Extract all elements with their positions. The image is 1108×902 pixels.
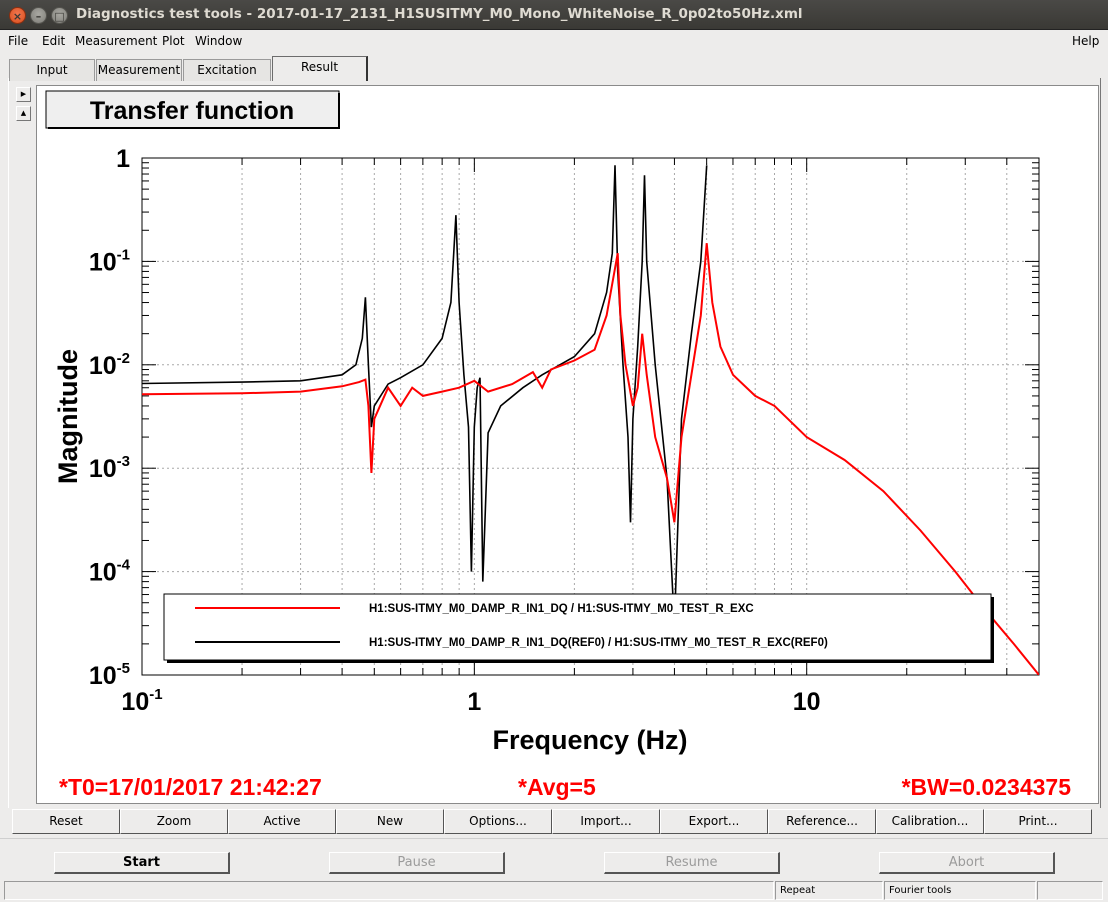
series-line-measurement [142,243,1039,675]
y-tick-label: 10-4 [89,557,131,587]
x-tick-label: 10 [793,688,821,716]
tab-result[interactable]: Result [272,56,368,81]
x-axis-label: Frequency (Hz) [492,725,687,755]
action-bar: Start Pause Resume Abort [0,838,1108,878]
zoom-button[interactable]: Zoom [120,809,228,834]
tab-excitation[interactable]: Excitation [183,59,271,81]
export-button[interactable]: Export... [660,809,768,834]
reference-button[interactable]: Reference... [768,809,876,834]
print-button[interactable]: Print... [984,809,1092,834]
x-tick-label: 1 [467,688,481,716]
window-title: Diagnostics test tools - 2017-01-17_2131… [76,6,803,22]
scroll-right-icon[interactable]: ▶ [16,87,31,102]
calibration-button[interactable]: Calibration... [876,809,984,834]
result-panel [8,78,1101,808]
status-repeat: Repeat [775,881,883,900]
abort-button[interactable]: Abort [879,852,1055,874]
tab-measurement[interactable]: Measurement [96,59,182,81]
maximize-window-icon[interactable]: □ [51,7,68,24]
plot-control-bar: Reset Zoom Active New Options... Import.… [8,808,1098,834]
menu-help[interactable]: Help [1072,34,1100,48]
scroll-up-icon[interactable]: ▲ [16,106,31,121]
legend-label: H1:SUS-ITMY_M0_DAMP_R_IN1_DQ(REF0) / H1:… [369,637,828,649]
new-button[interactable]: New [336,809,444,834]
x-tick-label: 10-1 [121,686,162,716]
menu-measurement[interactable]: Measurement [75,34,158,48]
menu-file[interactable]: File [8,34,29,48]
series-line-reference [142,165,708,626]
status-extra [1037,881,1103,900]
y-axis-label: Magnitude [53,349,83,484]
plot-title: Transfer function [90,97,294,125]
menu-bar: File Edit Measurement Plot Window Help [0,30,1108,52]
footer-avg: *Avg=5 [518,774,596,800]
plot-frame [141,157,1040,676]
title-bar: × – □ Diagnostics test tools - 2017-01-1… [0,0,1108,30]
status-bar: Repeat Fourier tools [0,879,1108,902]
legend [163,593,992,661]
pause-button[interactable]: Pause [329,852,505,874]
y-tick-label: 10-2 [89,350,130,380]
status-tools: Fourier tools [884,881,1036,900]
active-button[interactable]: Active [228,809,336,834]
start-button[interactable]: Start [54,852,230,874]
legend-label: H1:SUS-ITMY_M0_DAMP_R_IN1_DQ / H1:SUS-IT… [369,603,754,615]
footer-bw: *BW=0.0234375 [902,774,1072,800]
import-button[interactable]: Import... [552,809,660,834]
resume-button[interactable]: Resume [604,852,780,874]
transfer-function-plot: Transfer function 10-1 1 10 1 10-1 10-2 10-3 10-… [45,90,1072,800]
tab-strip: Input Measurement Excitation Result [0,52,1108,81]
status-message [4,881,774,900]
y-tick-label: 10-5 [89,660,130,690]
grid [142,158,1039,675]
footer-t0: *T0=17/01/2017 21:42:27 [59,774,322,800]
minimize-window-icon[interactable]: – [30,7,47,24]
options-button[interactable]: Options... [444,809,552,834]
menu-plot[interactable]: Plot [162,34,185,48]
tab-input[interactable]: Input [9,59,95,81]
plot-canvas[interactable]: Transfer function 10-1 1 10 1 10-1 10-2 10-3 10-… [36,85,1099,804]
y-tick-label: 1 [116,145,130,173]
y-tick-label: 10-3 [89,453,130,483]
menu-window[interactable]: Window [195,34,243,48]
close-window-icon[interactable]: × [9,7,26,24]
reset-button[interactable]: Reset [12,809,120,834]
menu-edit[interactable]: Edit [42,34,66,48]
y-tick-label: 10-1 [89,246,130,276]
